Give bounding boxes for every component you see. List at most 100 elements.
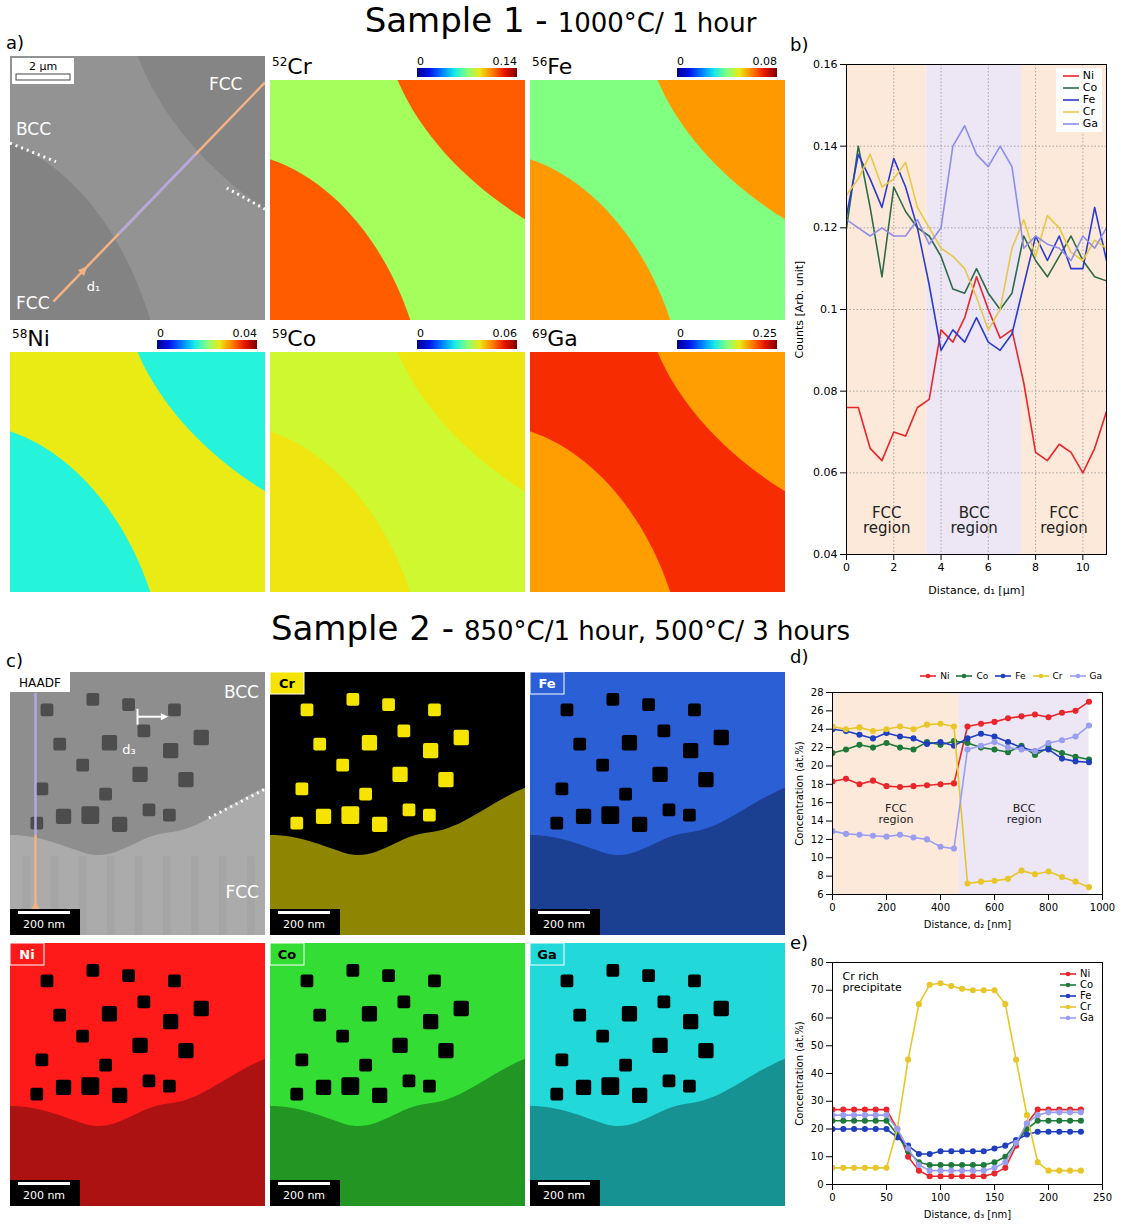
svg-text:14: 14 xyxy=(811,815,824,826)
svg-text:0.1: 0.1 xyxy=(820,303,838,316)
svg-text:0.14: 0.14 xyxy=(493,55,518,68)
svg-text:BCC: BCC xyxy=(16,119,51,139)
svg-text:30: 30 xyxy=(811,1095,824,1106)
svg-text:FCCregion: FCCregion xyxy=(863,504,910,537)
html-text:d): d) xyxy=(790,646,809,667)
svg-text:200: 200 xyxy=(1039,1192,1058,1203)
svg-text:Counts [Arb. unit]: Counts [Arb. unit] xyxy=(793,261,806,359)
svg-text:60: 60 xyxy=(811,1012,824,1023)
svg-text:200 nm: 200 nm xyxy=(283,1189,325,1202)
svg-text:Concentration (at.%): Concentration (at.%) xyxy=(794,741,805,846)
svg-text:0.04: 0.04 xyxy=(813,548,838,561)
svg-text:70: 70 xyxy=(811,984,824,995)
svg-text:800: 800 xyxy=(1039,902,1058,913)
svg-text:4: 4 xyxy=(938,561,945,574)
svg-text:20: 20 xyxy=(811,1123,824,1134)
svg-text:22: 22 xyxy=(811,742,824,753)
svg-text:250: 250 xyxy=(1093,1192,1112,1203)
html-text:59Co: 59Co xyxy=(272,326,317,351)
svg-text:10: 10 xyxy=(811,1151,824,1162)
svg-text:0: 0 xyxy=(677,327,684,340)
svg-text:200 nm: 200 nm xyxy=(543,1189,585,1202)
svg-text:10: 10 xyxy=(811,852,824,863)
svg-text:20: 20 xyxy=(811,760,824,771)
html-text:69Ga: 69Ga xyxy=(532,326,578,351)
svg-text:Distance, d₁ [μm]: Distance, d₁ [μm] xyxy=(928,584,1024,597)
svg-text:150: 150 xyxy=(985,1192,1004,1203)
svg-text:600: 600 xyxy=(985,902,1004,913)
svg-text:BCC: BCC xyxy=(224,682,259,702)
html-text:58Ni: 58Ni xyxy=(12,326,50,351)
svg-text:24: 24 xyxy=(811,723,824,734)
html-text:b): b) xyxy=(790,34,809,55)
svg-text:200: 200 xyxy=(877,902,896,913)
svg-text:FCCregion: FCCregion xyxy=(879,802,914,826)
svg-text:Ni: Ni xyxy=(19,947,34,962)
svg-text:50: 50 xyxy=(811,1040,824,1051)
svg-text:Fe: Fe xyxy=(538,676,555,691)
svg-text:0.06: 0.06 xyxy=(493,327,518,340)
svg-text:0: 0 xyxy=(417,55,424,68)
svg-text:Ga: Ga xyxy=(537,947,556,962)
svg-text:BCCregion: BCCregion xyxy=(950,504,997,537)
html-text:a): a) xyxy=(6,32,25,53)
svg-text:50: 50 xyxy=(880,1192,893,1203)
svg-text:Distance, d₃ [nm]: Distance, d₃ [nm] xyxy=(924,1209,1012,1220)
svg-text:0: 0 xyxy=(829,1192,835,1203)
svg-text:Cr richprecipitate: Cr richprecipitate xyxy=(843,970,903,994)
svg-text:0: 0 xyxy=(677,55,684,68)
svg-text:28: 28 xyxy=(811,687,824,698)
svg-text:0: 0 xyxy=(157,327,164,340)
svg-text:d₃: d₃ xyxy=(122,742,135,757)
svg-text:2: 2 xyxy=(890,561,897,574)
html-text:c): c) xyxy=(6,650,23,671)
svg-text:Distance, d₂ [nm]: Distance, d₂ [nm] xyxy=(924,919,1012,930)
svg-text:FCC: FCC xyxy=(209,74,243,94)
svg-text:26: 26 xyxy=(811,705,824,716)
svg-text:0: 0 xyxy=(829,902,835,913)
html-text:Sample 1 - 1000°C/ 1 hour: Sample 1 - 1000°C/ 1 hour xyxy=(364,0,757,40)
svg-text:0: 0 xyxy=(843,561,850,574)
svg-text:Cr: Cr xyxy=(279,676,296,691)
svg-text:0.06: 0.06 xyxy=(813,466,838,479)
svg-text:Co: Co xyxy=(278,947,297,962)
svg-text:200 nm: 200 nm xyxy=(543,918,585,931)
svg-text:100: 100 xyxy=(931,1192,950,1203)
svg-text:d₁: d₁ xyxy=(87,279,100,294)
svg-text:16: 16 xyxy=(811,797,824,808)
svg-text:200 nm: 200 nm xyxy=(283,918,325,931)
svg-text:0.08: 0.08 xyxy=(753,55,778,68)
svg-text:0: 0 xyxy=(417,327,424,340)
svg-text:0.04: 0.04 xyxy=(233,327,258,340)
svg-text:80: 80 xyxy=(811,957,824,968)
html-text:Sample 2 - 850°C/1 hour, 500°C: Sample 2 - 850°C/1 hour, 500°C/ 3 hours xyxy=(270,608,851,648)
svg-text:FCCregion: FCCregion xyxy=(1040,504,1087,537)
svg-text:BCCregion: BCCregion xyxy=(1007,802,1042,826)
svg-text:8: 8 xyxy=(1032,561,1039,574)
svg-text:1000: 1000 xyxy=(1090,902,1115,913)
svg-text:0.12: 0.12 xyxy=(813,221,838,234)
svg-text:8: 8 xyxy=(817,870,823,881)
svg-text:200 nm: 200 nm xyxy=(23,918,65,931)
svg-text:FCC: FCC xyxy=(16,293,50,313)
svg-text:FCC: FCC xyxy=(225,882,259,902)
svg-text:400: 400 xyxy=(931,902,950,913)
svg-text:40: 40 xyxy=(811,1068,824,1079)
svg-text:6: 6 xyxy=(985,561,992,574)
svg-text:0.16: 0.16 xyxy=(813,58,838,71)
svg-text:12: 12 xyxy=(811,834,824,845)
svg-text:0.08: 0.08 xyxy=(813,385,838,398)
svg-text:0: 0 xyxy=(817,1179,823,1190)
svg-text:10: 10 xyxy=(1076,561,1090,574)
html-text:56Fe: 56Fe xyxy=(532,54,573,79)
svg-text:2 μm: 2 μm xyxy=(29,60,57,73)
svg-text:HAADF: HAADF xyxy=(19,676,61,690)
svg-text:200 nm: 200 nm xyxy=(23,1189,65,1202)
svg-text:0.25: 0.25 xyxy=(753,327,778,340)
svg-text:6: 6 xyxy=(817,889,823,900)
svg-text:18: 18 xyxy=(811,779,824,790)
html-text:e): e) xyxy=(790,932,809,953)
svg-text:0.14: 0.14 xyxy=(813,140,838,153)
svg-text:Concentration (at.%): Concentration (at.%) xyxy=(794,1021,805,1126)
html-text:52Cr: 52Cr xyxy=(272,54,312,79)
